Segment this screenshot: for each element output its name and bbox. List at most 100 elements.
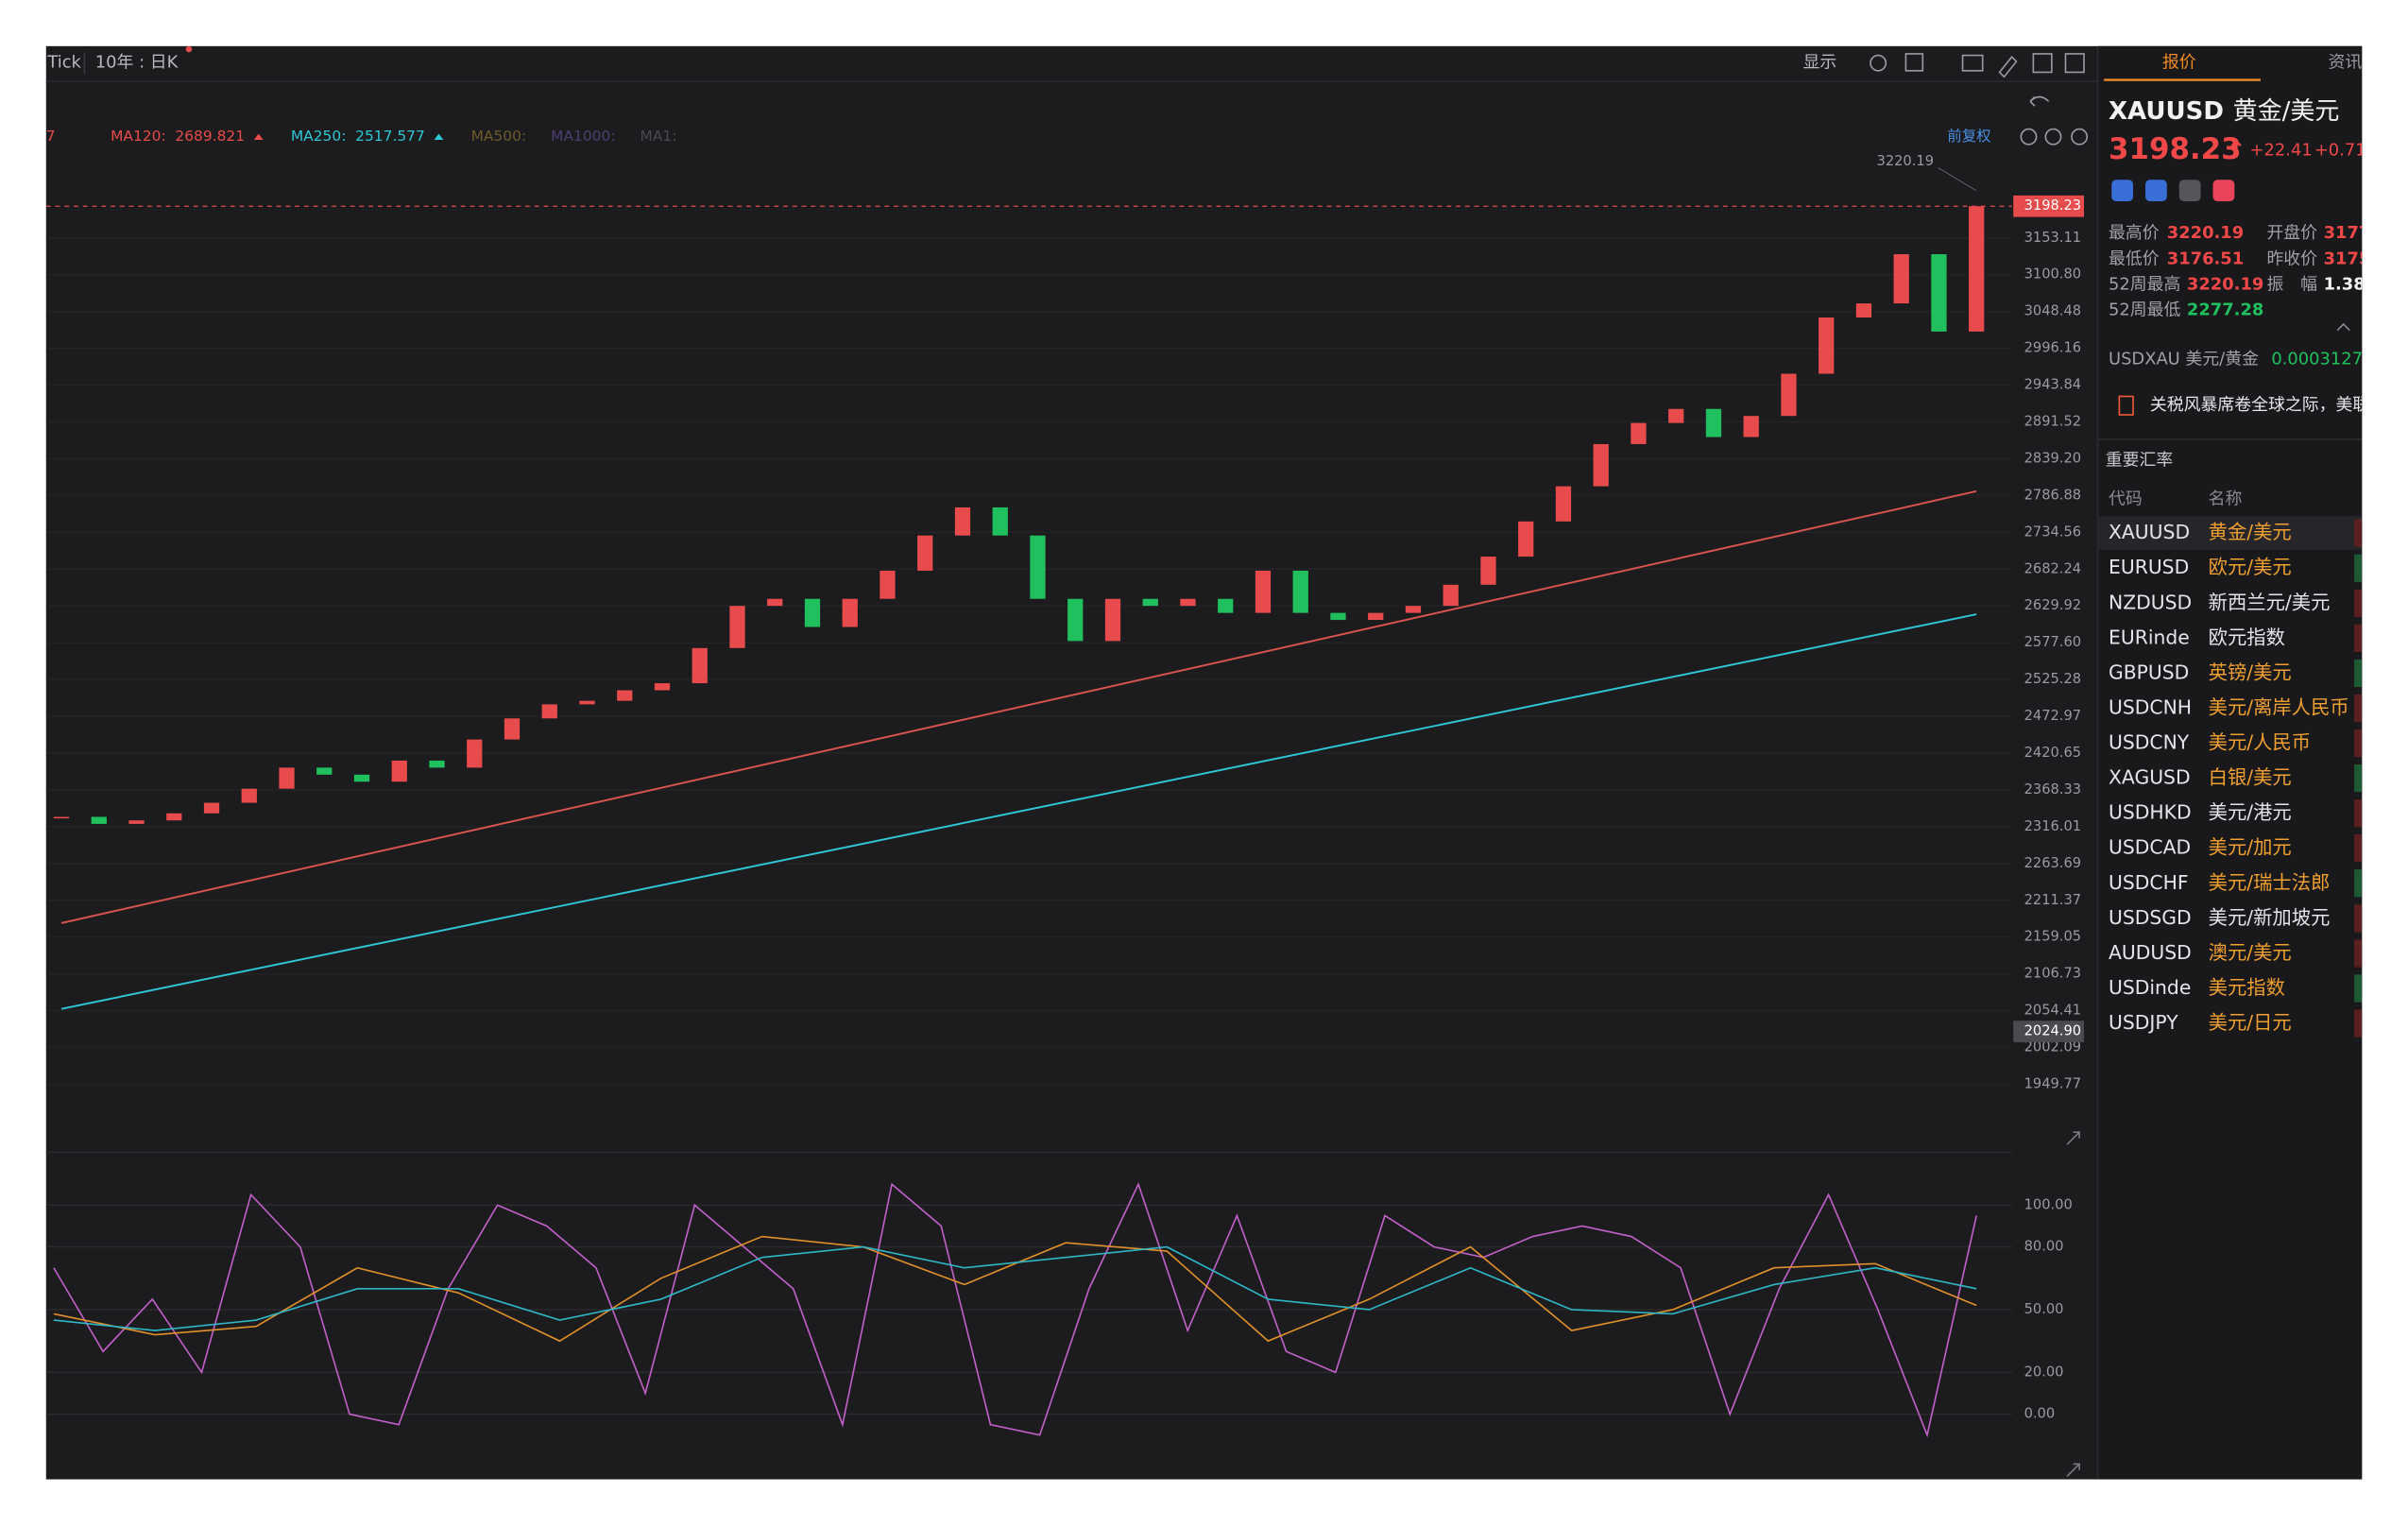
- row-code[interactable]: USDCAD: [2109, 836, 2191, 859]
- y-tick-label: 2891.52: [2024, 414, 2081, 430]
- tab-news[interactable]: 资讯: [2328, 53, 2362, 73]
- ma-arrow: [434, 133, 444, 140]
- row-code[interactable]: USDCHF: [2109, 871, 2189, 894]
- row-name[interactable]: 欧元/美元: [2209, 556, 2292, 578]
- y-tick-label: 2316.01: [2024, 818, 2081, 834]
- candle: [1405, 606, 1422, 613]
- adjust-button[interactable]: 前复权: [1947, 128, 1990, 145]
- row-name[interactable]: 欧元指数: [2209, 626, 2285, 648]
- row-code[interactable]: USDCNY: [2109, 731, 2190, 754]
- row-flag: [2354, 554, 2363, 582]
- ma-label: 7: [46, 128, 56, 145]
- toolbar-tick[interactable]: Tick: [46, 53, 81, 73]
- y-tick-label: 3100.80: [2024, 266, 2081, 283]
- y-tick-label: 0.00: [2024, 1406, 2056, 1422]
- row-code[interactable]: AUDUSD: [2109, 941, 2192, 964]
- stat-label: 最高价: [2109, 223, 2160, 243]
- change-pct: +0.71: [2314, 140, 2366, 160]
- candle: [692, 647, 708, 684]
- row-code[interactable]: EURinde: [2109, 626, 2190, 648]
- candle: [917, 535, 933, 571]
- toolbar-icons[interactable]: [1870, 53, 2089, 146]
- candle: [992, 506, 1008, 536]
- chart-area: Tick 10年 : 日K 显示 前复权 7 MA120: 2689.821 MA25…: [45, 45, 2089, 1477]
- row-code[interactable]: GBPUSD: [2109, 661, 2189, 683]
- header-name: 名称: [2209, 489, 2243, 508]
- candle: [166, 813, 182, 821]
- y-tick-label: 3048.48: [2024, 303, 2081, 319]
- row-name[interactable]: 美元/瑞士法郎: [2209, 871, 2331, 894]
- row-code[interactable]: NZDUSD: [2109, 591, 2192, 613]
- stat-label: 振 幅: [2266, 274, 2317, 294]
- candle: [1104, 598, 1121, 642]
- quote-icons[interactable]: [2111, 180, 2235, 202]
- candle: [1593, 443, 1609, 487]
- candle: [1969, 206, 1985, 332]
- row-flag: [2354, 939, 2363, 968]
- badge: [185, 45, 193, 53]
- candle: [391, 760, 407, 782]
- ma-label: MA250:: [291, 128, 347, 145]
- candle: [53, 816, 70, 819]
- row-code[interactable]: XAGUSD: [2109, 766, 2191, 789]
- candle: [1555, 486, 1572, 522]
- ma-value: 2689.821: [175, 128, 245, 145]
- y-tick-label: 2786.88: [2024, 487, 2081, 503]
- ma-label: MA500:: [471, 128, 527, 145]
- row-name[interactable]: 黄金/美元: [2209, 521, 2292, 543]
- row-code[interactable]: USDinde: [2109, 976, 2191, 999]
- quote-panel: 报价 资讯 XAUUSD 黄金/美元 3198.23 ↑ +22.41 +0.7…: [2097, 53, 2369, 1038]
- expand-icons[interactable]: [2066, 1131, 2080, 1477]
- candle: [1518, 521, 1534, 558]
- toolbar-period[interactable]: 10年 : 日K: [95, 53, 179, 73]
- row-flag: [2354, 834, 2363, 863]
- candle: [1255, 570, 1272, 613]
- y-tick-label: 2682.24: [2024, 560, 2081, 576]
- candle: [316, 767, 333, 775]
- cursor-price-box: [2013, 1021, 2084, 1042]
- row-code[interactable]: XAUUSD: [2109, 521, 2190, 543]
- row-flag: [2354, 1009, 2363, 1038]
- row-name[interactable]: 英镑/美元: [2209, 661, 2292, 683]
- row-code[interactable]: USDJPY: [2109, 1011, 2178, 1034]
- oscillator: 100.00 80.00 50.00 20.00 0.00: [45, 1182, 2073, 1438]
- stats: 最高价 3220.19 开盘价 3177 最低价 3176.51 昨收价 3175 52周最高 3…: [2109, 223, 2362, 332]
- price-arrow: ↑: [2227, 135, 2246, 163]
- row-name[interactable]: 美元/加元: [2209, 836, 2292, 859]
- news-headline[interactable]: 关税风暴席卷全球之际，美联: [2150, 395, 2369, 415]
- grid: 3153.11 3100.80 3048.48 2996.16 2943.84 2891.…: [45, 230, 2081, 1091]
- row-name[interactable]: 美元指数: [2209, 976, 2285, 999]
- collapse-icon[interactable]: [2336, 322, 2350, 332]
- y-tick-label: 2839.20: [2024, 450, 2081, 466]
- ma-arrow: [253, 133, 264, 140]
- candle: [541, 704, 557, 719]
- row-name[interactable]: 新西兰元/美元: [2209, 591, 2331, 613]
- ma-legend: 7 MA120: 2689.821 MA250: 2517.577 MA500: MA100…: [46, 128, 677, 145]
- y-tick-label: 2002.09: [2024, 1039, 2081, 1055]
- row-name[interactable]: 美元/人民币: [2209, 731, 2311, 754]
- tab-quote[interactable]: 报价: [2162, 53, 2196, 73]
- candle: [1819, 317, 1835, 374]
- candle: [767, 598, 783, 607]
- row-flag: [2354, 904, 2363, 933]
- row-name[interactable]: 美元/新加坡元: [2209, 906, 2331, 929]
- inverse-value: 0.0003127: [2271, 349, 2363, 369]
- candle: [1067, 598, 1084, 642]
- row-name[interactable]: 美元/离岸人民币: [2209, 695, 2349, 718]
- candle: [353, 774, 370, 782]
- row-code[interactable]: USDCNH: [2109, 695, 2192, 718]
- y-tick-label: 2420.65: [2024, 745, 2081, 761]
- row-code[interactable]: USDSGD: [2109, 906, 2192, 929]
- row-name[interactable]: 美元/日元: [2209, 1011, 2292, 1034]
- toolbar-display[interactable]: 显示: [1802, 53, 1836, 73]
- row-code[interactable]: USDHKD: [2109, 801, 2192, 824]
- stat-label: 52周最低: [2109, 300, 2180, 320]
- row-flag: [2354, 729, 2363, 758]
- row-name[interactable]: 美元/港元: [2209, 801, 2292, 824]
- row-code[interactable]: EURUSD: [2109, 556, 2189, 578]
- row-name[interactable]: 澳元/美元: [2209, 941, 2292, 964]
- row-name[interactable]: 白银/美元: [2209, 766, 2292, 789]
- candle: [1218, 598, 1234, 613]
- row-flag: [2354, 624, 2363, 652]
